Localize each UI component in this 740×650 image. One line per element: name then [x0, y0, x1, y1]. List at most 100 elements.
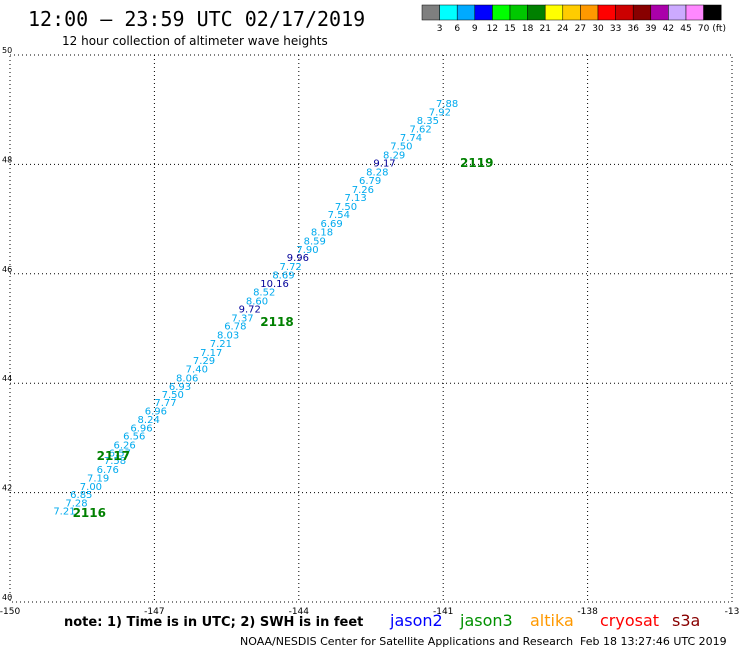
swh-value: 8.24: [138, 415, 160, 426]
y-tick-label: 44: [2, 374, 12, 383]
legend-label: 42: [663, 24, 674, 34]
legend-label: 30: [592, 24, 604, 34]
footer-note: note: 1) Time is in UTC; 2) SWH is in fe…: [64, 615, 363, 630]
legend-swatch: [562, 4, 581, 21]
legend-label: 39: [645, 24, 657, 34]
legend-units: (ft): [712, 24, 726, 34]
legend-label: 33: [610, 24, 621, 34]
time-labels: 2116 2117 2118 2119: [73, 156, 494, 520]
time-label: 2116: [73, 506, 106, 520]
satellite-cryosat: cryosat: [600, 611, 659, 630]
legend-swatch: [703, 4, 722, 21]
swh-value: 7.28: [65, 498, 87, 509]
time-label: 2119: [460, 156, 493, 170]
x-tick-label: -144: [289, 607, 310, 617]
legend-swatch: [509, 4, 528, 21]
swh-value: 6.69: [320, 219, 342, 230]
swh-value: 7.92: [429, 108, 451, 119]
legend-swatch: [421, 4, 440, 21]
swh-value: 7.77: [154, 398, 176, 409]
time-label: 2118: [260, 315, 293, 329]
swh-value: 7.00: [80, 482, 102, 493]
plot-frame: [9, 54, 733, 603]
swh-value: 7.62: [410, 125, 432, 136]
legend-label: 27: [575, 24, 586, 34]
swh-value: 7.50: [390, 142, 412, 153]
swh-value: 6.85: [70, 490, 92, 501]
x-tick-label: -13: [725, 607, 740, 617]
legend-swatch: [544, 4, 564, 21]
swh-value: 9.72: [239, 305, 261, 316]
color-legend: 3 6 9 12 15 18 21 24 27 30 33 36 39 42 45 70 (ft): [421, 4, 726, 34]
footer-timestamp: Feb 18 13:27:46 UTC 2019: [580, 635, 727, 648]
swh-value: 8.52: [253, 288, 275, 299]
satellite-legend: jason2 jason3 altika cryosat s3a: [389, 611, 700, 630]
legend-swatch: [650, 4, 669, 21]
satellite-s3a: s3a: [672, 611, 700, 630]
swh-value: 7.37: [231, 313, 253, 324]
swh-value: 7.72: [280, 262, 302, 273]
legend-swatch: [597, 4, 616, 21]
swh-value: 7.13: [345, 193, 367, 204]
footer-credit: NOAA/NESDIS Center for Satellite Applica…: [240, 635, 573, 648]
legend-label: 6: [454, 24, 460, 34]
swh-value: 8.60: [246, 296, 268, 307]
legend-label: 18: [522, 24, 534, 34]
chart-subtitle: 12 hour collection of altimeter wave hei…: [62, 34, 328, 48]
data-layer: 7.217.286.857.007.196.767.586.576.266.56…: [53, 99, 458, 518]
swh-value: 6.96: [145, 406, 167, 417]
legend-swatch: [632, 4, 652, 21]
legend-swatch: [615, 4, 634, 21]
legend-swatch: [527, 4, 546, 21]
legend-label: 15: [504, 24, 515, 34]
swh-value: 6.78: [224, 322, 246, 333]
swh-value: 6.79: [359, 176, 381, 187]
legend-swatch: [456, 4, 476, 21]
swh-value: 7.88: [436, 99, 458, 110]
legend-swatch: [439, 4, 458, 21]
swh-value: 7.40: [186, 364, 208, 375]
x-tick-label: -150: [0, 607, 20, 617]
swh-value: 7.90: [296, 245, 318, 256]
swh-value: 6.93: [169, 382, 191, 393]
legend-swatch: [474, 4, 493, 21]
swh-value: 7.29: [193, 356, 215, 367]
swh-value: 8.59: [304, 236, 326, 247]
swh-value: 9.17: [373, 159, 395, 170]
y-tick-label: 48: [2, 155, 12, 164]
swh-value: 8.69: [272, 271, 294, 282]
swh-value: 7.26: [352, 185, 374, 196]
swh-value: 10.16: [260, 279, 289, 290]
swh-value: 6.76: [97, 465, 119, 476]
swh-value: 8.18: [311, 228, 333, 239]
satellite-jason3: jason3: [459, 611, 513, 630]
chart-title: 12:00 – 23:59 UTC 02/17/2019: [28, 7, 365, 31]
satellite-altika: altika: [530, 611, 574, 630]
swh-value: 6.26: [113, 440, 135, 451]
swh-value: 6.56: [123, 432, 145, 443]
swh-value: 9.96: [287, 253, 309, 264]
legend-label: 70: [698, 24, 710, 34]
x-tick-label: -147: [144, 607, 164, 617]
swh-value: 6.96: [130, 423, 152, 434]
time-label: 2117: [97, 449, 130, 463]
swh-value: 8.29: [383, 150, 405, 161]
legend-label: 12: [487, 24, 498, 34]
swh-value: 7.50: [335, 202, 357, 213]
swh-value: 8.35: [417, 116, 439, 127]
legend-label: 24: [557, 24, 569, 34]
swh-value: 7.21: [210, 339, 232, 350]
swh-value: 7.21: [53, 506, 75, 517]
swh-value: 6.57: [109, 448, 131, 459]
swh-value: 7.58: [104, 456, 126, 467]
legend-swatch: [668, 4, 687, 21]
grid: [9, 54, 733, 603]
swh-value: 7.19: [87, 474, 109, 485]
swh-value: 7.74: [400, 133, 422, 144]
axes: -150 -147 -144 -141 -138 -13 40 42 44 46 48 50: [0, 46, 739, 617]
swh-value: 7.17: [200, 348, 222, 359]
legend-label: 21: [539, 24, 550, 34]
legend-label: 3: [437, 24, 443, 34]
x-tick-label: -141: [433, 607, 453, 617]
